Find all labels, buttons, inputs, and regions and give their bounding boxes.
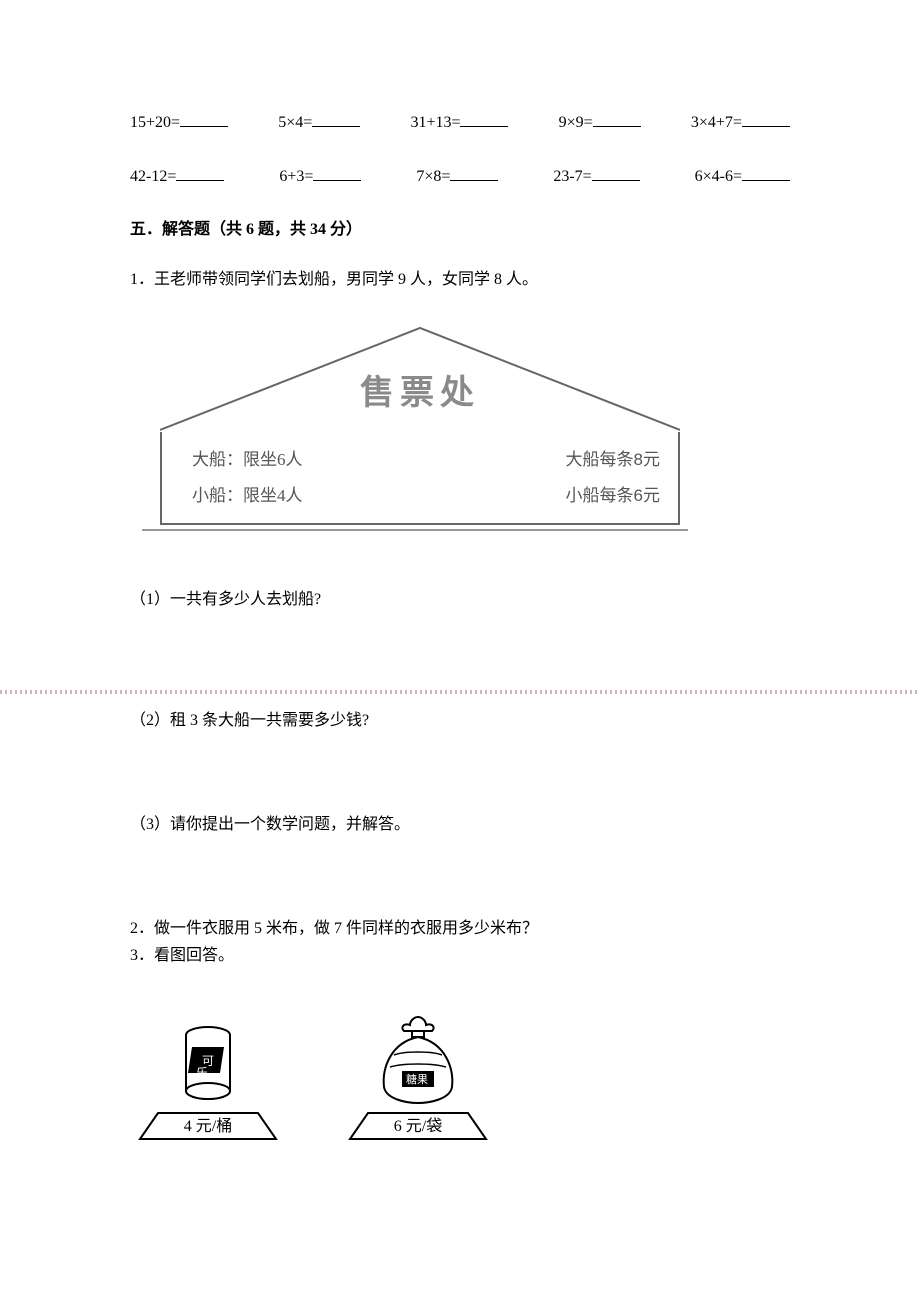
eq: 9×9= [559, 110, 641, 136]
cola-price-tag: 4 元/桶 [138, 1111, 278, 1141]
big-boat-price: 大船每条8元 [566, 446, 660, 473]
eq: 6+3= [279, 164, 361, 190]
blank[interactable] [742, 111, 790, 127]
blank[interactable] [592, 165, 640, 181]
eq-text: 3×4+7= [691, 114, 742, 131]
q1-sub2: （2）租 3 条大船一共需要多少钱? [130, 708, 790, 734]
blank[interactable] [176, 165, 224, 181]
small-boat-price: 小船每条6元 [566, 482, 660, 509]
q2-stem: 2．做一件衣服用 5 米布，做 7 件同样的衣服用多少米布？ [130, 916, 790, 942]
candy-bag-icon: 糖果 [376, 1013, 460, 1105]
eq-text: 6×4-6= [695, 168, 742, 185]
svg-text:乐: 乐 [196, 1066, 208, 1080]
ticket-baseline [142, 529, 688, 531]
eq-text: 9×9= [559, 114, 593, 131]
eq: 42-12= [130, 164, 224, 190]
eq: 15+20= [130, 110, 228, 136]
eq-text: 23-7= [553, 168, 591, 185]
eq: 5×4= [278, 110, 360, 136]
equation-row-1: 15+20= 5×4= 31+13= 9×9= 3×4+7= [130, 110, 790, 136]
ticket-title: 售票处 [160, 366, 680, 420]
blank[interactable] [593, 111, 641, 127]
cola-price-text: 4 元/桶 [138, 1114, 278, 1140]
page-dotted-divider [0, 690, 920, 694]
ticket-body: 大船：限坐6人 小船：限坐4人 大船每条8元 小船每条6元 [160, 432, 680, 524]
eq-text: 7×8= [416, 168, 450, 185]
svg-text:糖果: 糖果 [406, 1072, 428, 1086]
blank[interactable] [742, 165, 790, 181]
blank[interactable] [180, 111, 228, 127]
blank[interactable] [313, 165, 361, 181]
eq-text: 5×4= [278, 114, 312, 131]
blank[interactable] [450, 165, 498, 181]
eq: 3×4+7= [691, 110, 790, 136]
eq-text: 31+13= [410, 114, 460, 131]
equation-row-2: 42-12= 6+3= 7×8= 23-7= 6×4-6= [130, 164, 790, 190]
eq-text: 15+20= [130, 114, 180, 131]
q3-stem: 3．看图回答。 [130, 943, 790, 969]
big-boat-seat: 大船：限坐6人 [192, 446, 303, 473]
small-boat-seat: 小船：限坐4人 [192, 482, 303, 509]
eq: 6×4-6= [695, 164, 790, 190]
goods-row: 可 乐 4 元/桶 糖果 6 元/袋 [138, 1013, 790, 1141]
candy-price-text: 6 元/袋 [348, 1114, 488, 1140]
cola-item: 可 乐 4 元/桶 [138, 1025, 278, 1141]
q1-sub1: （1）一共有多少人去划船? [130, 587, 790, 613]
blank[interactable] [460, 111, 508, 127]
eq: 23-7= [553, 164, 639, 190]
ticket-left-col: 大船：限坐6人 小船：限坐4人 [192, 446, 303, 508]
candy-price-tag: 6 元/袋 [348, 1111, 488, 1141]
section-5-title: 五．解答题（共 6 题，共 34 分） [130, 217, 790, 243]
ticket-right-col: 大船每条8元 小船每条6元 [566, 446, 660, 508]
ticket-roof: 售票处 [160, 322, 680, 432]
eq-text: 42-12= [130, 168, 176, 185]
eq-text: 6+3= [279, 168, 313, 185]
eq: 31+13= [410, 110, 508, 136]
q1-stem: 1．王老师带领同学们去划船，男同学 9 人，女同学 8 人。 [130, 267, 790, 293]
candy-item: 糖果 6 元/袋 [348, 1013, 488, 1141]
eq: 7×8= [416, 164, 498, 190]
cola-icon: 可 乐 [176, 1025, 240, 1105]
q1-sub3: （3）请你提出一个数学问题，并解答。 [130, 812, 790, 838]
blank[interactable] [312, 111, 360, 127]
ticket-booth-figure: 售票处 大船：限坐6人 小船：限坐4人 大船每条8元 小船每条6元 [160, 322, 680, 530]
